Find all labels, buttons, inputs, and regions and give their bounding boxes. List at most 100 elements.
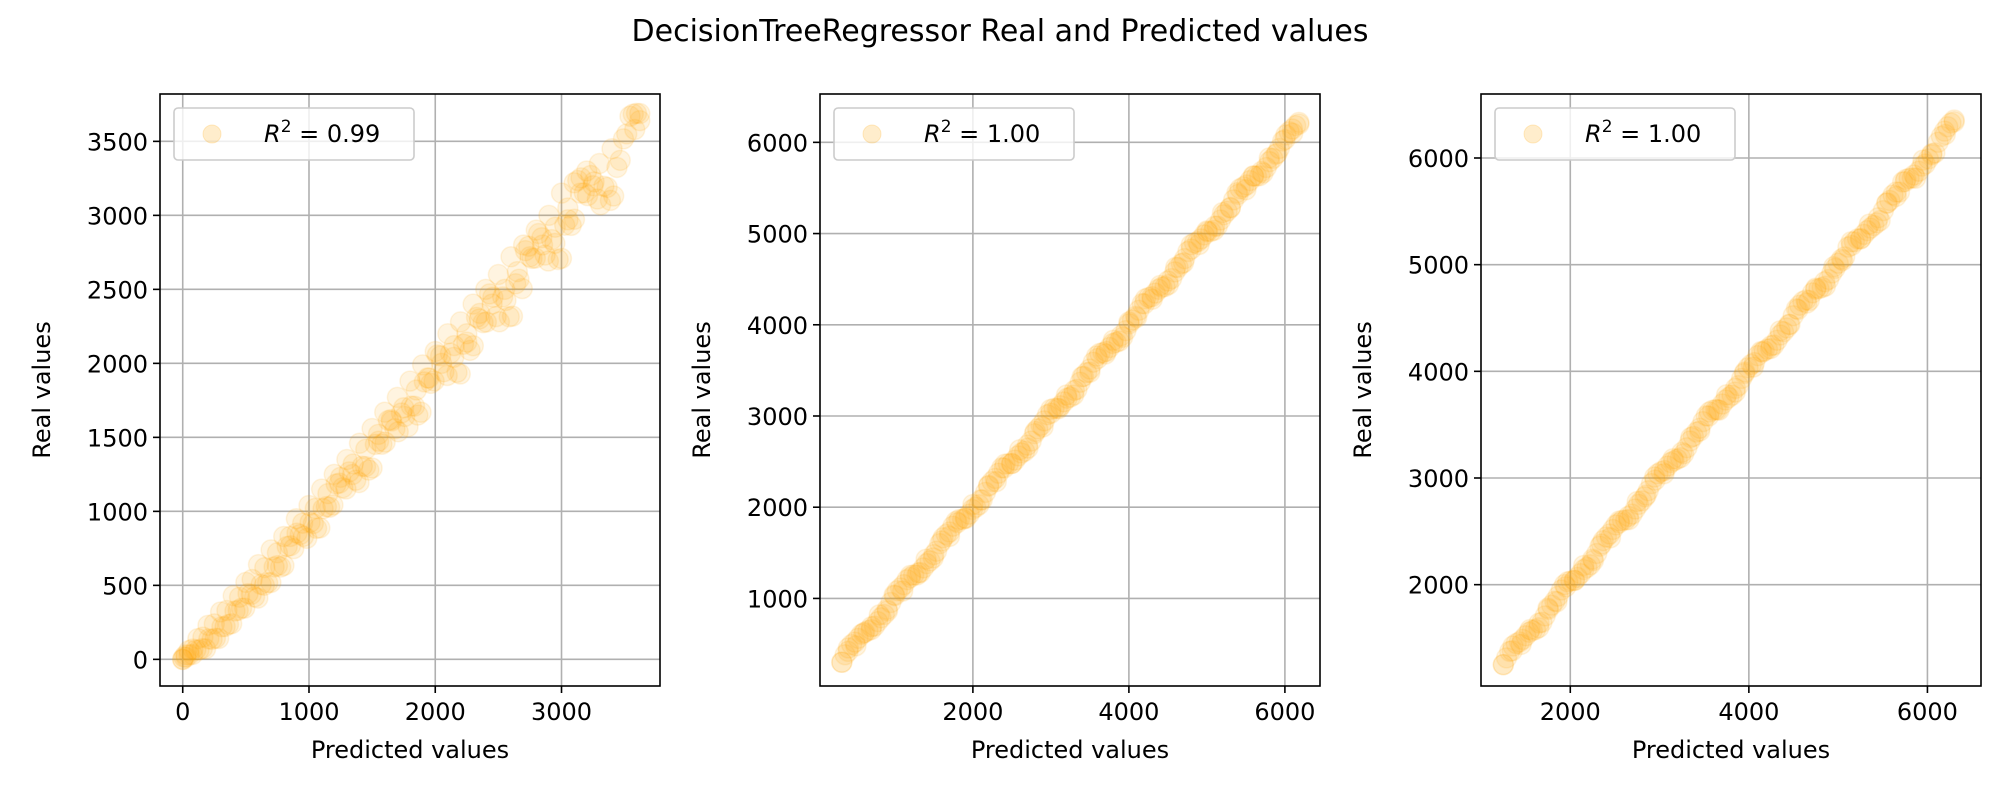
data-point — [958, 503, 980, 525]
x-axis-label: Predicted values — [311, 736, 509, 764]
data-point — [1814, 270, 1836, 293]
subplot-2: 2000 4000 6000 1000 2000 3000 4000 5000 6000 Pred… — [688, 93, 1321, 764]
data-point — [217, 613, 240, 636]
data-point — [182, 638, 204, 660]
data-point — [1626, 490, 1648, 513]
data-point — [974, 481, 997, 504]
data-point — [1872, 199, 1895, 222]
data-point — [1805, 277, 1827, 299]
data-point — [599, 189, 622, 212]
data-point — [1662, 448, 1684, 470]
data-point — [1840, 230, 1862, 253]
data-point — [392, 397, 415, 419]
data-point — [1235, 174, 1258, 196]
data-point — [310, 478, 333, 500]
data-point — [886, 579, 909, 602]
legend: R2 = 1.00 — [833, 107, 1075, 161]
y-tick-label: 3500 — [87, 128, 148, 156]
data-point — [1930, 125, 1953, 148]
axes-frame — [1480, 93, 1982, 687]
data-point — [209, 601, 232, 623]
data-point — [1131, 292, 1153, 315]
data-point — [531, 234, 554, 256]
data-point — [1804, 278, 1827, 301]
y-tick-label: 500 — [102, 572, 148, 600]
data-point — [1705, 398, 1727, 421]
data-point — [1801, 282, 1824, 304]
data-point — [1679, 430, 1701, 452]
data-point — [1141, 288, 1164, 310]
data-point — [1895, 168, 1917, 191]
data-point — [299, 511, 321, 534]
data-point — [472, 311, 494, 334]
data-point — [1128, 299, 1150, 321]
data-point — [1164, 256, 1187, 279]
data-point — [550, 182, 573, 204]
data-point — [623, 118, 646, 141]
data-point — [1079, 358, 1101, 380]
data-point — [452, 333, 475, 355]
data-point — [309, 517, 331, 539]
data-point — [1265, 143, 1287, 166]
data-point — [1553, 573, 1576, 596]
data-point — [891, 580, 914, 602]
data-point — [302, 512, 325, 535]
legend-label: R2 = 0.99 — [264, 117, 380, 148]
data-point — [1024, 420, 1047, 443]
data-point — [883, 584, 905, 606]
data-point — [1701, 399, 1724, 421]
data-point — [178, 643, 201, 666]
data-point — [1271, 130, 1294, 152]
data-point — [266, 554, 289, 577]
data-point — [328, 472, 351, 494]
data-point — [876, 600, 899, 622]
data-point — [1072, 365, 1095, 388]
data-point — [1258, 147, 1281, 169]
data-point — [1492, 653, 1515, 676]
data-point — [582, 175, 604, 197]
data-point — [1724, 381, 1746, 403]
data-point — [1733, 362, 1756, 385]
data-point — [1211, 201, 1234, 224]
data-point — [175, 646, 197, 668]
data-point — [1840, 234, 1863, 257]
data-point — [527, 222, 550, 245]
x-tick-label: 3000 — [531, 698, 592, 726]
y-tick-label: 5000 — [1408, 252, 1469, 280]
data-point — [1206, 215, 1229, 237]
data-point — [1032, 416, 1054, 438]
data-point — [315, 495, 338, 518]
data-point — [289, 523, 312, 546]
data-point — [175, 644, 197, 666]
data-point — [323, 463, 345, 486]
data-point — [985, 470, 1008, 493]
data-point — [1063, 379, 1086, 402]
data-point — [534, 244, 556, 266]
data-point — [1154, 275, 1176, 298]
data-point — [1017, 437, 1039, 459]
data-point — [929, 532, 951, 555]
data-point — [1095, 340, 1118, 363]
legend-box — [1494, 107, 1736, 161]
data-point — [553, 214, 576, 236]
data-point — [1750, 340, 1772, 363]
data-point — [237, 582, 259, 605]
data-point — [1040, 398, 1062, 421]
data-point — [1714, 389, 1737, 411]
data-point — [1798, 289, 1821, 312]
data-point — [1121, 309, 1144, 331]
data-point — [1814, 275, 1837, 297]
data-point — [1924, 142, 1946, 164]
data-point — [1706, 398, 1729, 421]
legend-label: R2 = 1.00 — [924, 117, 1040, 148]
data-point — [1062, 384, 1085, 406]
data-point — [567, 169, 589, 192]
data-point — [272, 525, 295, 548]
data-point — [518, 235, 540, 258]
data-point — [629, 109, 651, 132]
data-point — [1495, 647, 1518, 669]
data-point — [547, 248, 569, 271]
data-point — [1089, 342, 1111, 365]
data-point — [1579, 554, 1602, 576]
data-point — [923, 543, 945, 566]
